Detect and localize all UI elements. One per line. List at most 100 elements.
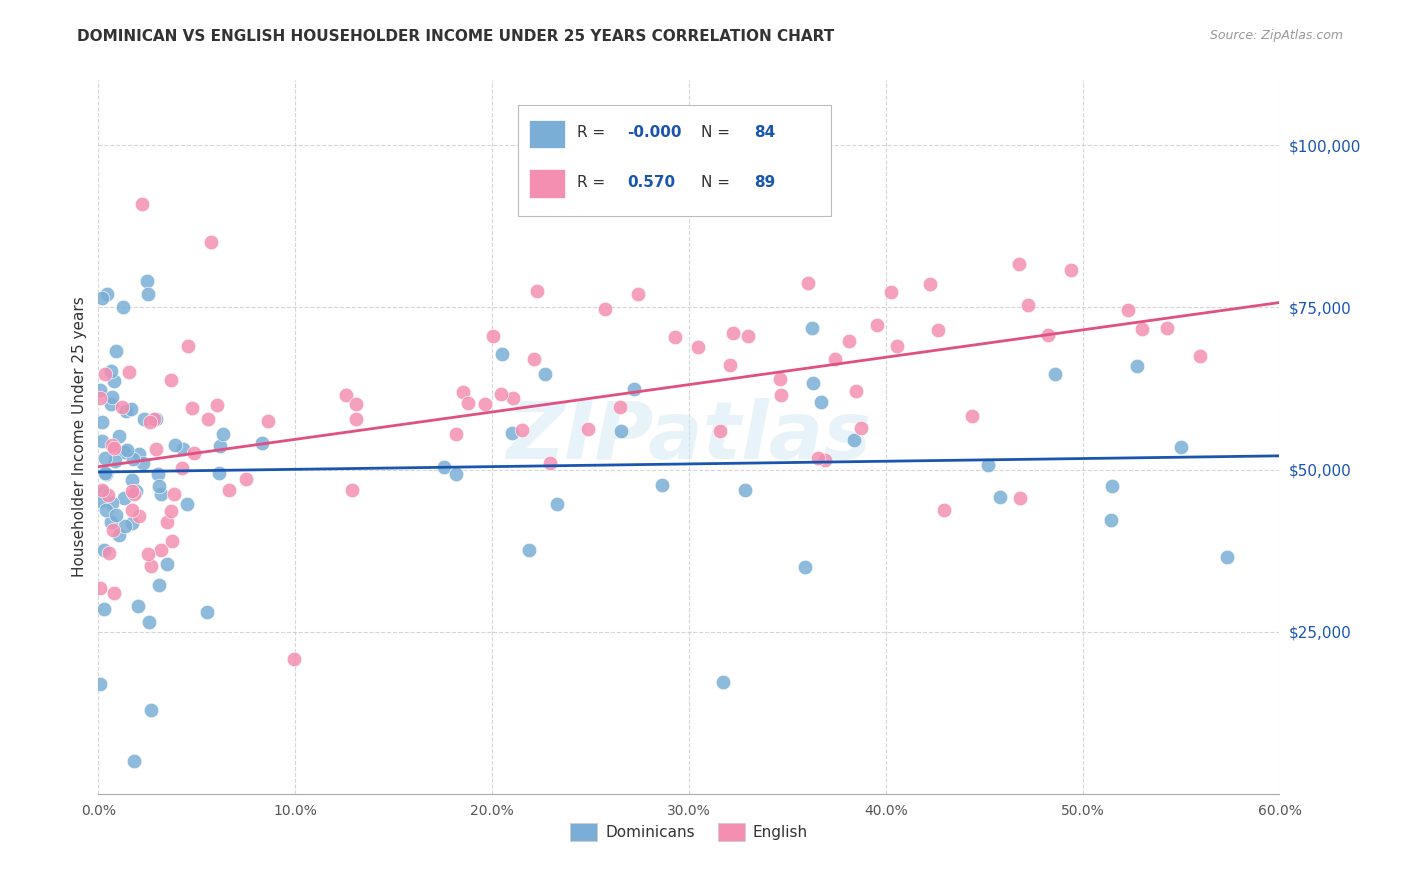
Point: [101, 390, 124, 404]
Point: [104, 508, 127, 523]
Point: [90, 483, 112, 498]
Point: [1216, 549, 1239, 564]
Point: [709, 424, 731, 438]
Point: [335, 388, 357, 402]
Point: [208, 466, 231, 480]
Point: [501, 426, 523, 441]
Point: [100, 364, 122, 378]
Point: [90, 434, 112, 449]
Point: [183, 445, 205, 459]
Point: [446, 427, 468, 442]
Point: [101, 496, 124, 510]
Y-axis label: Householder Income Under 25 years: Householder Income Under 25 years: [72, 297, 87, 577]
Point: [444, 467, 467, 481]
Point: [920, 277, 942, 291]
Point: [122, 755, 145, 769]
Point: [433, 460, 456, 475]
Point: [112, 491, 135, 505]
Point: [1045, 367, 1067, 381]
Point: [180, 401, 202, 415]
Text: 89: 89: [754, 175, 775, 190]
Point: [139, 702, 162, 716]
Point: [136, 274, 159, 288]
Point: [141, 559, 163, 574]
Point: [1099, 513, 1122, 527]
Point: [145, 442, 167, 456]
Point: [489, 386, 512, 401]
Point: [711, 675, 734, 690]
Point: [257, 413, 280, 427]
Point: [148, 479, 170, 493]
Point: [510, 423, 533, 437]
FancyBboxPatch shape: [530, 120, 565, 148]
Point: [114, 518, 136, 533]
Point: [886, 339, 908, 353]
Point: [104, 454, 127, 468]
Point: [814, 453, 837, 467]
Point: [344, 396, 367, 410]
Point: [146, 467, 169, 481]
Point: [207, 398, 229, 412]
Point: [538, 456, 561, 470]
Point: [651, 478, 673, 492]
Point: [111, 400, 134, 414]
Point: [100, 397, 122, 411]
Text: ZIPatlas: ZIPatlas: [506, 398, 872, 476]
Point: [138, 615, 160, 629]
Text: DOMINICAN VS ENGLISH HOUSEHOLDER INCOME UNDER 25 YEARS CORRELATION CHART: DOMINICAN VS ENGLISH HOUSEHOLDER INCOME …: [77, 29, 835, 45]
Point: [212, 427, 235, 442]
Point: [149, 487, 172, 501]
Point: [118, 365, 141, 379]
Text: N =: N =: [700, 125, 734, 140]
Point: [824, 351, 846, 366]
Point: [139, 415, 162, 429]
Point: [115, 403, 138, 417]
Point: [115, 443, 138, 458]
Point: [103, 374, 125, 388]
Point: [90, 291, 112, 305]
Point: [89, 384, 111, 398]
Point: [927, 323, 949, 337]
Point: [124, 483, 146, 498]
Point: [718, 359, 741, 373]
Point: [94, 450, 117, 465]
Point: [89, 493, 111, 508]
Point: [838, 334, 860, 348]
Point: [177, 338, 200, 352]
Point: [1060, 263, 1083, 277]
Point: [960, 409, 983, 424]
Point: [94, 466, 117, 480]
Point: [122, 452, 145, 467]
Point: [195, 605, 218, 619]
Point: [162, 486, 184, 500]
Point: [101, 523, 124, 537]
Point: [107, 429, 129, 443]
Point: [880, 285, 903, 300]
Text: 0.570: 0.570: [627, 175, 676, 190]
Point: [149, 543, 172, 558]
Point: [128, 447, 150, 461]
Point: [609, 400, 631, 414]
Point: [121, 473, 143, 487]
Point: [103, 586, 125, 600]
Point: [1188, 349, 1211, 363]
Point: [576, 422, 599, 436]
Point: [200, 235, 222, 250]
Point: [866, 318, 889, 332]
Point: [136, 286, 159, 301]
Point: [1118, 303, 1140, 318]
Point: [502, 391, 524, 405]
Point: [1130, 322, 1153, 336]
Point: [156, 515, 179, 529]
Point: [93, 368, 115, 382]
Point: [96, 287, 118, 301]
Point: [131, 196, 153, 211]
Point: [340, 483, 363, 497]
Point: [163, 438, 186, 452]
Point: [91, 484, 114, 499]
Point: [801, 321, 824, 335]
Point: [769, 388, 792, 402]
Point: [842, 433, 865, 447]
Point: [160, 534, 183, 549]
Text: R =: R =: [576, 125, 610, 140]
